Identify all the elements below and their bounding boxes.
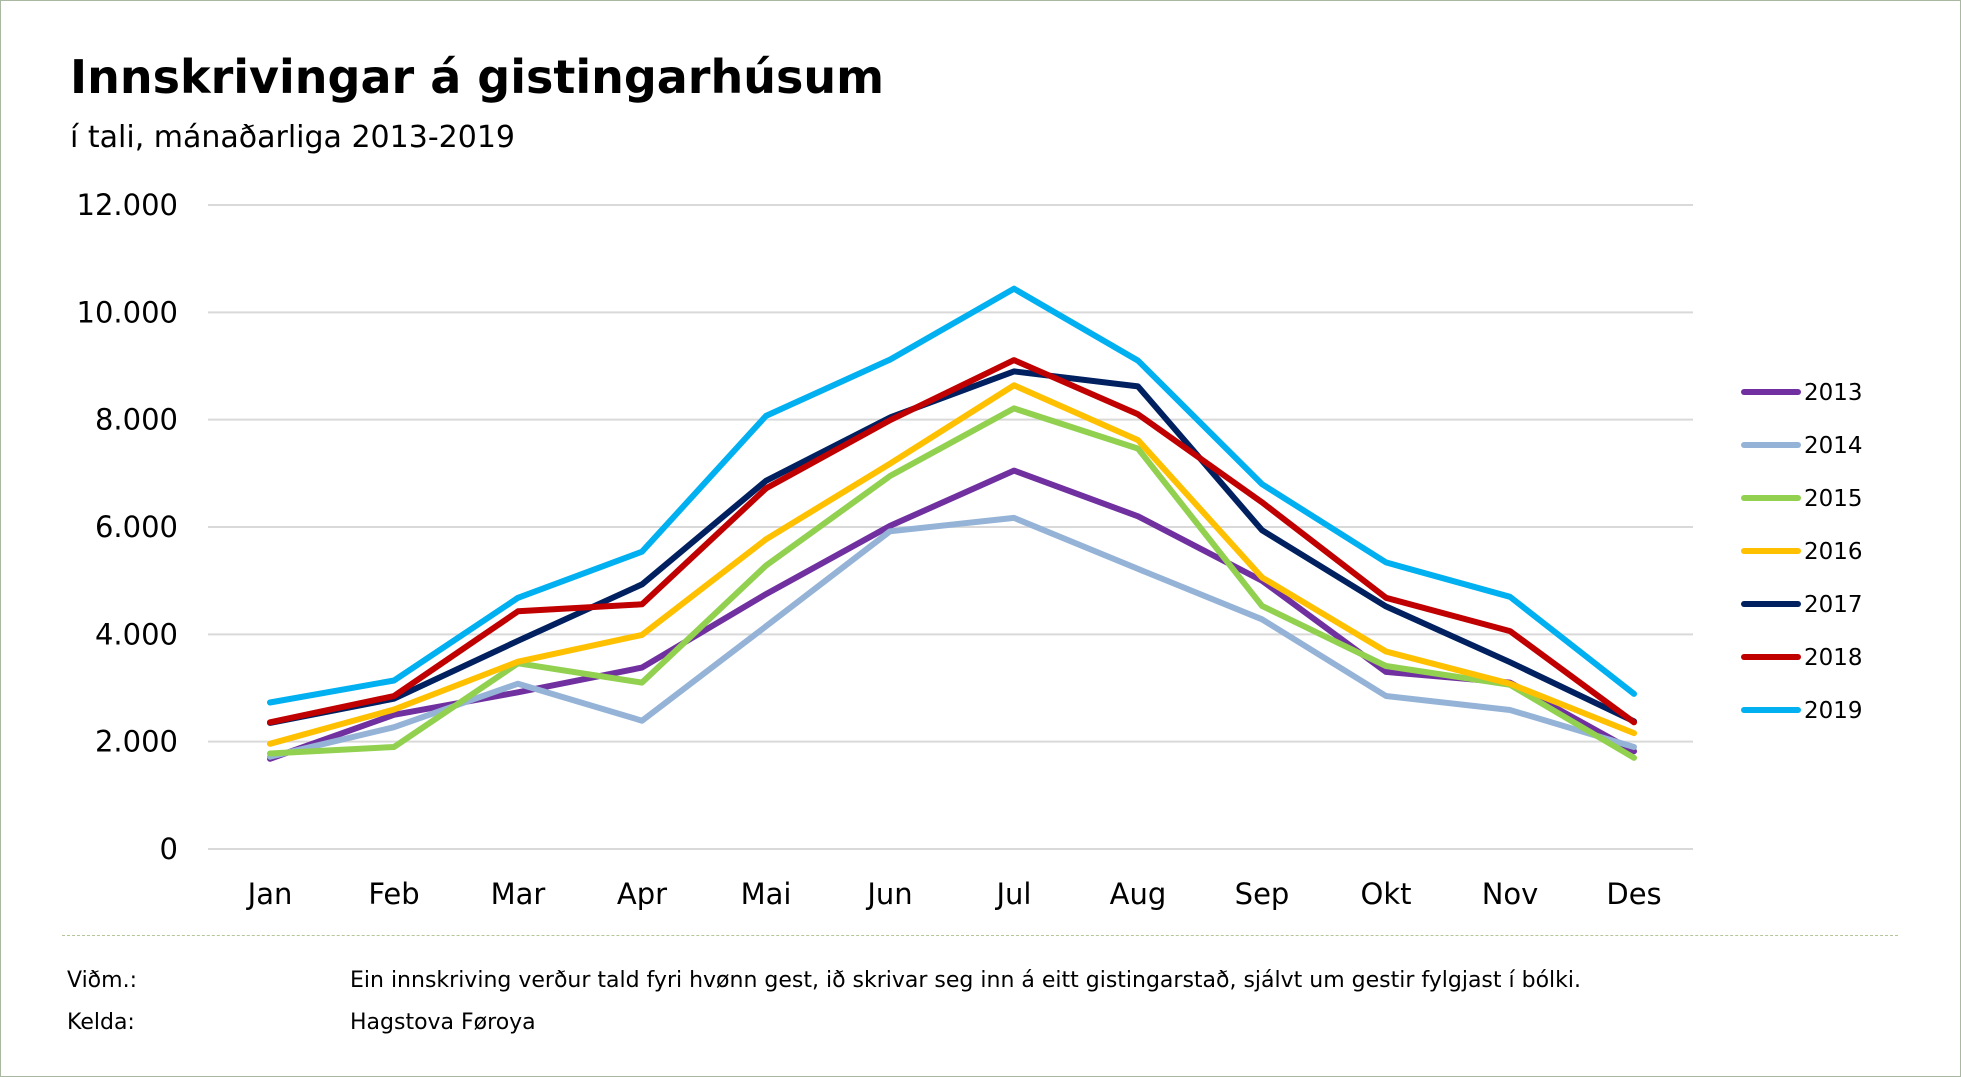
legend: 2013 2014 2015 2016 2017 2018 2019 bbox=[1741, 380, 1863, 724]
legend-item-2013: 2013 bbox=[1741, 380, 1863, 406]
x-tick-label: Sep bbox=[1235, 877, 1290, 911]
x-tick-label: Okt bbox=[1361, 877, 1412, 911]
chart-subtitle: í tali, mánaðarliga 2013-2019 bbox=[70, 120, 515, 155]
x-tick-label: Apr bbox=[617, 877, 667, 911]
series-line-2016 bbox=[267, 382, 1637, 747]
x-tick-label: Aug bbox=[1110, 877, 1167, 911]
y-tick-label: 0 bbox=[160, 832, 178, 866]
x-tick-label: Des bbox=[1606, 877, 1661, 911]
source-label: Kelda: bbox=[67, 1010, 135, 1035]
legend-item-2017: 2017 bbox=[1741, 592, 1863, 618]
x-tick-label: Mai bbox=[741, 877, 792, 911]
x-tick-label: Feb bbox=[368, 877, 419, 911]
legend-item-2018: 2018 bbox=[1741, 645, 1863, 671]
legend-item-2015: 2015 bbox=[1741, 486, 1863, 512]
chart-title: Innskrivingar á gistingarhúsum bbox=[70, 50, 885, 104]
x-tick-label: Nov bbox=[1482, 877, 1539, 911]
series-line-2017 bbox=[267, 368, 1637, 726]
legend-item-2019: 2019 bbox=[1741, 698, 1863, 724]
series-line-2014 bbox=[267, 514, 1637, 760]
legend-label: 2016 bbox=[1804, 539, 1863, 565]
legend-label: 2015 bbox=[1804, 486, 1863, 512]
y-tick-label: 2.000 bbox=[95, 725, 178, 759]
x-tick-label: Jul bbox=[995, 877, 1032, 911]
y-tick-label: 10.000 bbox=[77, 295, 178, 329]
legend-label: 2017 bbox=[1804, 592, 1863, 618]
y-tick-label: 4.000 bbox=[95, 617, 178, 651]
legend-item-2014: 2014 bbox=[1741, 433, 1863, 459]
legend-label: 2019 bbox=[1804, 698, 1863, 724]
x-tick-label: Jun bbox=[865, 877, 912, 911]
series-line-2013 bbox=[267, 467, 1637, 762]
series-line-2018 bbox=[267, 357, 1637, 726]
y-tick-label: 6.000 bbox=[95, 510, 178, 544]
x-tick-label: Mar bbox=[491, 877, 546, 911]
series-lines bbox=[267, 285, 1637, 762]
y-axis-ticks: 0 2.000 4.000 6.000 8.000 10.000 12.000 bbox=[77, 188, 178, 866]
comment-label: Viðm.: bbox=[67, 968, 137, 993]
y-tick-label: 8.000 bbox=[95, 403, 178, 437]
y-tick-label: 12.000 bbox=[77, 188, 178, 222]
legend-item-2016: 2016 bbox=[1741, 539, 1863, 565]
legend-label: 2018 bbox=[1804, 645, 1863, 671]
series-line-2019 bbox=[267, 285, 1637, 706]
x-tick-label: Jan bbox=[246, 877, 293, 911]
comment-text: Ein innskriving verður tald fyri hvønn g… bbox=[350, 968, 1582, 993]
x-axis-ticks: Jan Feb Mar Apr Mai Jun Jul Aug Sep Okt Nov Des bbox=[246, 877, 1662, 911]
series-line-2015 bbox=[267, 405, 1637, 761]
source-text: Hagstova Føroya bbox=[350, 1010, 536, 1035]
legend-label: 2013 bbox=[1804, 380, 1863, 406]
legend-label: 2014 bbox=[1804, 433, 1863, 459]
footer-divider bbox=[62, 935, 1898, 936]
